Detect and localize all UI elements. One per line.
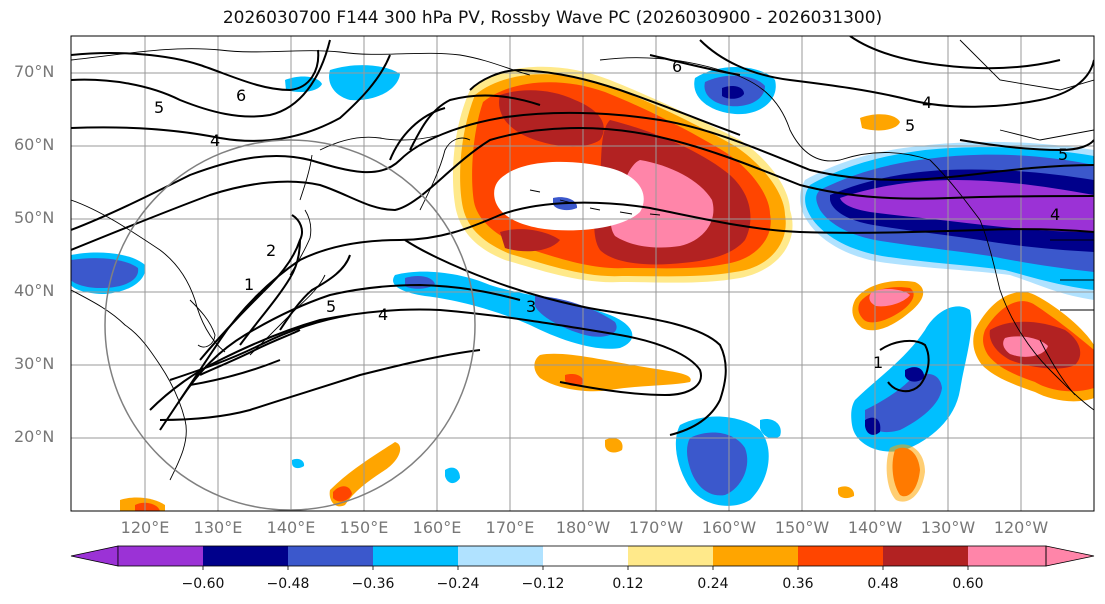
contour-label: 4 (1050, 205, 1060, 224)
contour-label: 5 (326, 297, 336, 316)
contour-label: 4 (210, 131, 220, 150)
contour-label: 1 (244, 275, 254, 294)
anomaly-scattered-sw (120, 438, 623, 511)
radius-circle (104, 139, 476, 511)
lat-label-60n: 60°N (14, 135, 55, 154)
colorbar-swatch (628, 546, 713, 566)
lon-label-160e: 160°E (412, 518, 462, 537)
lon-label-170w: 170°W (628, 518, 684, 537)
contour-label: 3 (526, 297, 536, 316)
lon-label-170e: 170°E (485, 518, 535, 537)
lon-label-150w: 150°W (774, 518, 830, 537)
contour-label: 1 (873, 353, 883, 372)
colorbar-tick-label: −0.12 (521, 576, 565, 592)
contour-label: 5 (154, 98, 164, 117)
lon-label-150e: 150°E (339, 518, 389, 537)
colorbar-tick-label: 0.48 (867, 576, 899, 592)
contour-label: 6 (672, 57, 682, 76)
lon-label-140w: 140°W (847, 518, 903, 537)
colorbar-tick-label: −0.24 (436, 576, 480, 592)
lon-label-180w: 180°W (555, 518, 611, 537)
negative-anomaly-east-asia (71, 252, 146, 294)
negative-anomaly-siberia-1 (285, 76, 322, 92)
negative-anomaly-alaska-west (694, 66, 776, 115)
colorbar-swatch (203, 546, 288, 566)
colorbar-swatch (798, 546, 883, 566)
positive-anomaly-california (973, 291, 1094, 402)
colorbar (70, 545, 1095, 570)
colorbar-tick-label: 0.24 (697, 576, 729, 592)
colorbar-tick-label: −0.48 (266, 576, 310, 592)
contour-labels: 5 6 4 6 5 4 5 4 5 4 3 1 2 1 (154, 57, 1068, 372)
colorbar-tick-label: 0.36 (782, 576, 814, 592)
lon-label-160w: 160°W (701, 518, 757, 537)
colorbar-swatch (713, 546, 798, 566)
lat-label-30n: 30°N (14, 354, 55, 373)
colorbar-swatch (288, 546, 373, 566)
contour-label: 5 (905, 116, 915, 135)
lon-label-140e: 140°E (266, 518, 316, 537)
colorbar-swatch (458, 546, 543, 566)
lon-label-130e: 130°E (193, 518, 243, 537)
lat-label-40n: 40°N (14, 281, 55, 300)
colorbar-extend-high (1045, 545, 1095, 567)
lat-label-20n: 20°N (14, 427, 55, 446)
negative-anomaly-south (675, 416, 781, 506)
positive-anomaly-northeast-pacific (852, 280, 924, 331)
pv-contours (71, 36, 1094, 436)
anomaly-east-pacific (838, 306, 972, 502)
contour-label: 4 (378, 305, 388, 324)
colorbar-extend-low (70, 545, 119, 567)
contour-label: 4 (922, 93, 932, 112)
colorbar-swatch (883, 546, 968, 566)
positive-anomaly-north-pacific (452, 66, 793, 283)
negative-anomaly-siberia-2 (329, 65, 400, 101)
lon-label-130w: 130°W (920, 518, 976, 537)
lon-label-120e: 120°E (120, 518, 170, 537)
colorbar-swatch (118, 546, 203, 566)
contour-label: 2 (266, 241, 276, 260)
colorbar-tick-label: 0.60 (952, 576, 984, 592)
contour-label: 5 (1058, 145, 1068, 164)
contour-label: 6 (236, 86, 246, 105)
map-title: 2026030700 F144 300 hPa PV, Rossby Wave … (222, 8, 883, 28)
lat-label-70n: 70°N (14, 62, 55, 81)
colorbar-frame (117, 545, 1047, 567)
colorbar-swatch (373, 546, 458, 566)
colorbar-swatch (543, 546, 628, 566)
colorbar-tick-label: −0.60 (181, 576, 225, 592)
colorbar-tick-label: 0.12 (612, 576, 644, 592)
lon-label-120w: 120°W (993, 518, 1049, 537)
map-border (70, 35, 1095, 512)
colorbar-swatch (968, 546, 1046, 566)
positive-anomaly-small-north (860, 114, 900, 131)
colorbar-tick-label: −0.36 (351, 576, 395, 592)
lat-label-50n: 50°N (14, 208, 55, 227)
